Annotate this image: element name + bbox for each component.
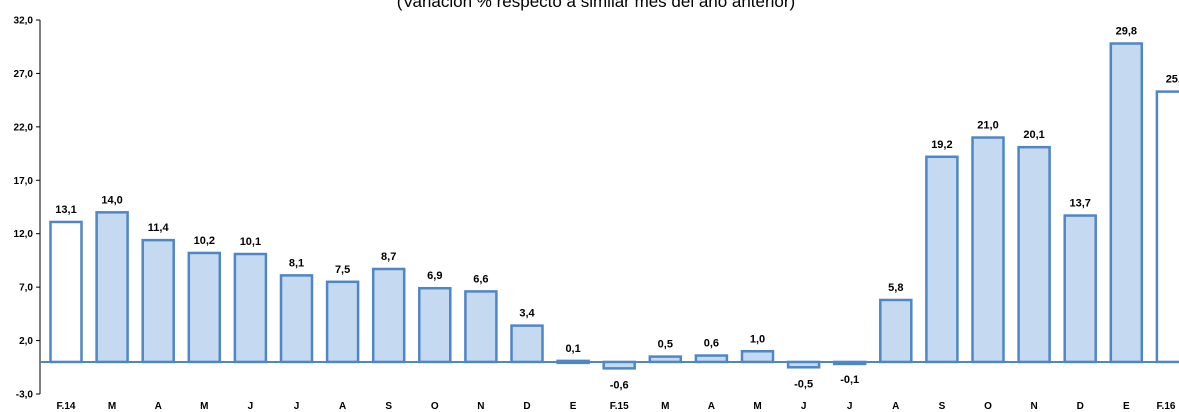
data-label: 29,8 [1116,26,1137,38]
bar [1017,145,1051,364]
x-tick-label: A [339,401,346,412]
y-tick-label: 17,0 [14,176,34,187]
y-tick-label: 32,0 [14,16,34,27]
data-label: 8,1 [289,257,304,269]
x-tick-label: O [984,401,992,412]
data-label: 3,4 [519,308,535,320]
bars [49,42,1179,370]
data-label: 0,1 [565,343,580,355]
x-axis-ticks: F.14 M A M J J A S O N D E F.15 M A M J J A S O N D E F.16 [57,401,1176,412]
data-label: 10,1 [240,236,261,248]
data-label: 0,6 [704,338,719,350]
bar [141,238,175,364]
x-tick-label: F.16 [1157,401,1176,412]
x-tick-label: M [200,401,208,412]
bar [1063,214,1097,364]
x-tick-label: A [155,401,162,412]
data-label: 6,6 [473,273,488,285]
bar [49,220,83,364]
x-tick-label: D [523,401,530,412]
x-tick-label: J [847,401,853,412]
data-label: 5,8 [888,282,903,294]
data-label: 21,0 [977,120,998,132]
y-tick-label: -3,0 [16,390,34,401]
data-label: -0,1 [840,374,859,386]
y-axis-ticks: -3,0 2,0 7,0 12,0 17,0 22,0 27,0 32,0 [14,16,40,401]
x-tick-label: A [708,401,715,412]
x-tick-label: O [431,401,439,412]
y-tick-label: 12,0 [14,229,34,240]
x-tick-label: M [661,401,669,412]
data-label: 13,7 [1069,198,1090,210]
data-label: -0,6 [610,379,629,391]
bar [464,290,498,364]
y-tick-label: 7,0 [19,283,33,294]
x-tick-label: A [892,401,899,412]
x-tick-label: M [108,401,116,412]
bar [971,136,1005,364]
bar [418,286,452,364]
bar [233,252,268,364]
data-label: 25,3 [1166,74,1179,86]
bar [1155,90,1179,364]
data-label: 7,5 [335,264,350,276]
data-label: 13,1 [55,204,76,216]
data-label: 10,2 [194,235,215,247]
x-tick-label: F.15 [610,401,629,412]
chart-subtitle: (Variación % respecto a similar mes del … [397,0,795,11]
x-tick-label: F.14 [57,401,76,412]
y-tick-label: 2,0 [19,336,33,347]
x-tick-label: J [294,401,300,412]
bar [325,280,360,364]
bar [879,298,913,364]
data-label: 19,2 [931,139,952,151]
data-label: 14,0 [101,194,122,206]
data-label: 8,7 [381,251,396,263]
bar [187,251,222,364]
x-tick-label: J [248,401,254,412]
x-tick-label: S [385,401,392,412]
data-label: 1,0 [750,333,765,345]
data-label: 6,9 [427,270,442,282]
bar [510,324,544,364]
bar [925,155,959,364]
y-tick-label: 22,0 [14,122,34,133]
x-tick-label: M [753,401,761,412]
bar [279,274,314,364]
x-tick-label: N [1030,401,1037,412]
x-tick-label: J [801,401,807,412]
x-tick-label: E [1123,401,1130,412]
x-tick-label: S [939,401,946,412]
bar [95,211,129,364]
data-label: 11,4 [148,222,170,234]
data-label: 0,5 [658,339,673,351]
data-label: -0,5 [794,378,813,390]
bar [740,350,775,364]
data-labels: 13,1 14,0 11,4 10,2 10,1 8,1 7,5 8,7 6,9 6,6 3,4 0,… [55,26,1179,392]
data-label: 20,1 [1023,129,1044,141]
x-tick-label: E [570,401,577,412]
bar [371,267,406,364]
x-tick-label: N [477,401,484,412]
y-tick-label: 27,0 [14,69,34,80]
x-tick-label: D [1077,401,1084,412]
bar [1109,42,1144,364]
